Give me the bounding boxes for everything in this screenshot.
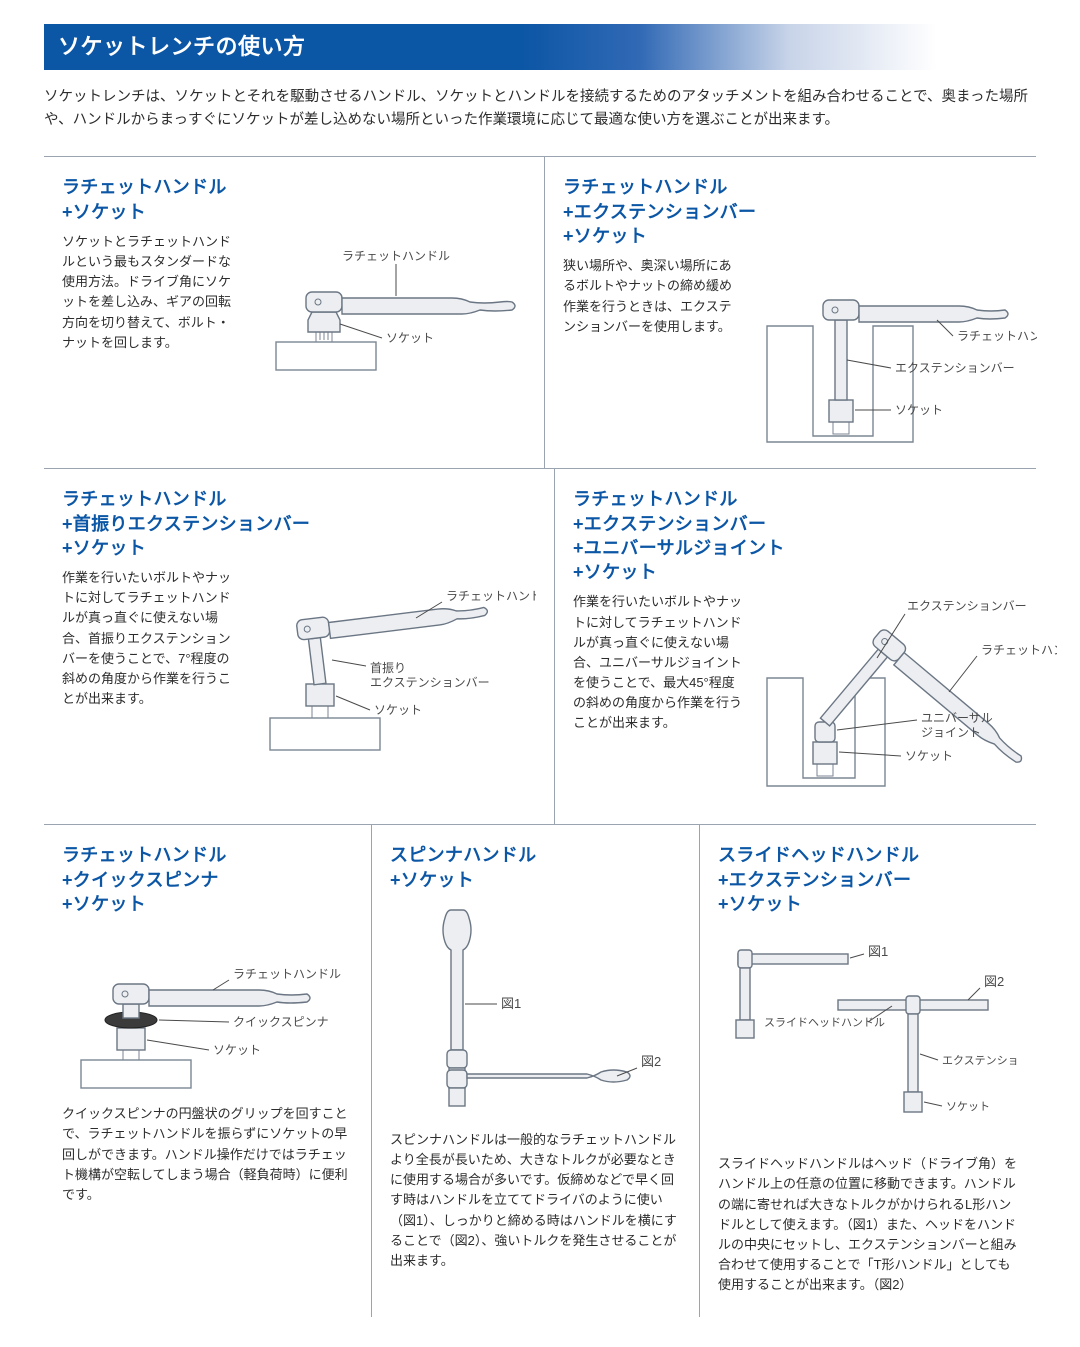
item-title: ラチェットハンドル+エクステンションバー+ソケット [563,175,1037,248]
item-desc: スライドヘッドハンドルはヘッド（ドライブ角）をハンドル上の任意の位置に移動できま… [718,1154,1018,1295]
item-desc: 狭い場所や、奥深い場所にあるボルトやナットの締め緩め作業を行うときは、エクステン… [563,256,733,446]
figure: 図1 図2 スライドヘッドハンドル エクステンションバー ソケット [718,924,1018,1144]
item-title: ラチェットハンドル+エクステンションバー+ユニバーサルジョイント+ソケット [573,487,1057,584]
svg-text:図2: 図2 [641,1054,661,1069]
figure: ラチェットハンドル ソケット [246,232,526,372]
svg-text:エクステンションバー: エクステンションバー [895,361,1015,375]
page-title: ソケットレンチの使い方 [44,24,1036,70]
item-desc: スピンナハンドルは一般的なラチェットハンドルより全長が長いため、大きなトルクが必… [390,1130,681,1271]
svg-text:ソケット: ソケット [895,403,943,417]
row-1: ラチェットハンドル+ソケット ソケットとラチェットハンドルという最もスタンダード… [44,156,1036,468]
item-extension: ラチェットハンドル+エクステンションバー+ソケット 狭い場所や、奥深い場所にある… [545,157,1055,468]
svg-text:ソケット: ソケット [213,1043,261,1057]
svg-text:ラチェットハンドル: ラチェットハンドル [233,967,341,981]
row-3: ラチェットハンドル+クイックスピンナ+ソケット [44,824,1036,1317]
svg-text:ラチェットハンドル: ラチェットハンドル [342,249,450,263]
figure: ラチェットハンドル 首振りエクステンションバー ソケット [246,568,536,758]
item-desc: 作業を行いたいボルトやナットに対してラチェットハンドルが真っ直ぐに使えない場合、… [573,592,743,802]
intro-text: ソケットレンチは、ソケットとそれを駆動させるハンドル、ソケットとハンドルを接続す… [44,86,1036,132]
figure: ラチェットハンドル クイックスピンナ ソケット [62,924,353,1094]
svg-text:図1: 図1 [868,944,888,959]
item-desc: クイックスピンナの円盤状のグリップを回すことで、ラチェットハンドルを振らずにソケ… [62,1104,353,1205]
svg-text:ソケット: ソケット [374,703,422,717]
svg-text:ソケット: ソケット [386,331,434,345]
svg-text:ラチェットハンドル: ラチェットハンドル [446,589,536,603]
item-title: ラチェットハンドル+ソケット [62,175,526,224]
item-ratchet-socket: ラチェットハンドル+ソケット ソケットとラチェットハンドルという最もスタンダード… [44,157,545,468]
svg-text:クイックスピンナ: クイックスピンナ [233,1015,329,1029]
item-spinner-handle: スピンナハンドル+ソケット 図1 図2 [372,825,700,1317]
svg-text:ソケット: ソケット [905,749,953,763]
svg-text:エクステンションバー: エクステンションバー [942,1054,1018,1067]
item-title: スライドヘッドハンドル+エクステンションバー+ソケット [718,843,1018,916]
item-slide-head: スライドヘッドハンドル+エクステンションバー+ソケット 図1 図2 [700,825,1036,1317]
svg-text:エクステンションバー: エクステンションバー [907,599,1027,613]
svg-text:ラチェットハンドル: ラチェットハンドル [957,329,1037,343]
item-universal-joint: ラチェットハンドル+エクステンションバー+ユニバーサルジョイント+ソケット 作業… [555,469,1075,824]
item-title: ラチェットハンドル+首振りエクステンションバー+ソケット [62,487,536,560]
item-desc: ソケットとラチェットハンドルという最もスタンダードな使用方法。ドライブ角にソケッ… [62,232,232,372]
svg-text:図1: 図1 [501,996,521,1011]
item-title: スピンナハンドル+ソケット [390,843,681,892]
item-title: ラチェットハンドル+クイックスピンナ+ソケット [62,843,353,916]
svg-text:図2: 図2 [984,974,1004,989]
svg-text:ラチェットハンドル: ラチェットハンドル [981,643,1057,657]
item-desc: 作業を行いたいボルトやナットに対してラチェットハンドルが真っ直ぐに使えない場合、… [62,568,232,758]
svg-text:首振りエクステンションバー: 首振りエクステンションバー [370,661,490,689]
figure: エクステンションバー ラチェットハンドル ユニバーサルジョイント ソケット [757,592,1057,802]
figure: ラチェットハンドル エクステンションバー ソケット [747,256,1037,446]
item-swivel-ext: ラチェットハンドル+首振りエクステンションバー+ソケット 作業を行いたいボルトや… [44,469,555,824]
svg-text:スライドヘッドハンドル: スライドヘッドハンドル [764,1017,885,1029]
svg-text:ソケット: ソケット [946,1100,990,1113]
row-2: ラチェットハンドル+首振りエクステンションバー+ソケット 作業を行いたいボルトや… [44,468,1036,824]
figure: 図1 図2 [390,900,681,1120]
item-quick-spinner: ラチェットハンドル+クイックスピンナ+ソケット [44,825,372,1317]
